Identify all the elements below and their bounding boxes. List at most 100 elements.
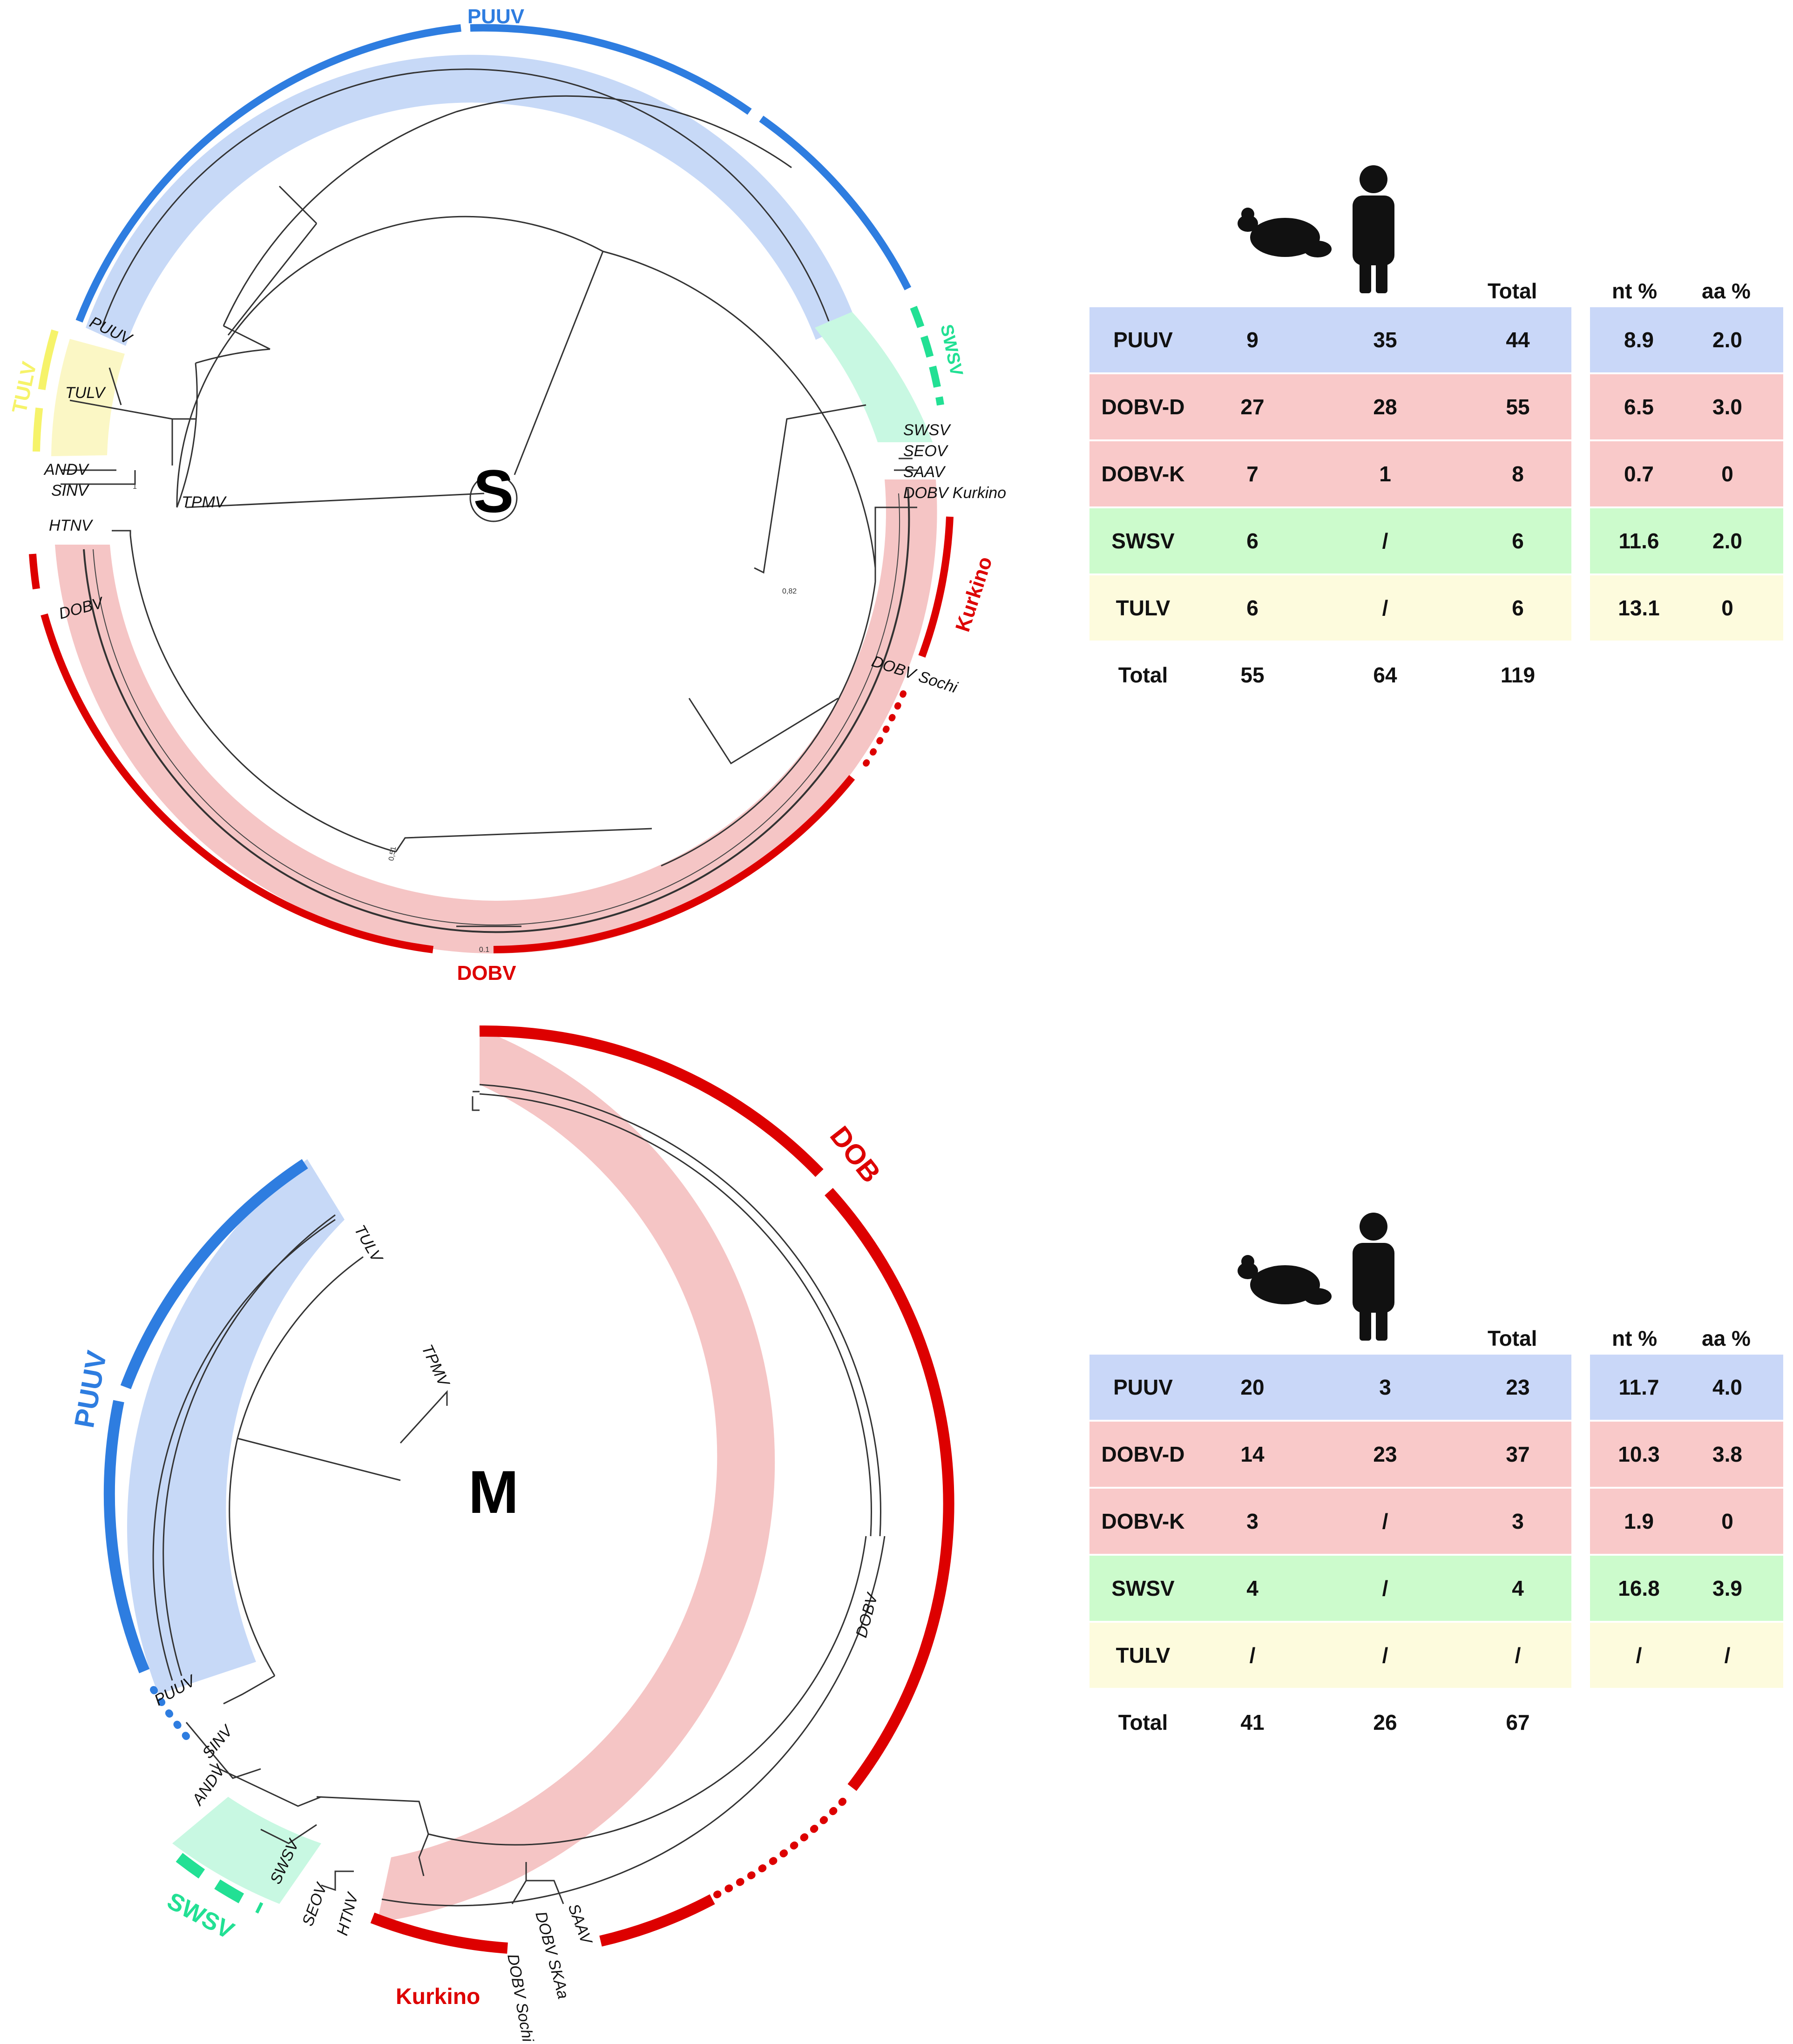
panel_s-cell-aa: 3.0: [1712, 395, 1742, 419]
panel_m-row-bg2-3: [1590, 1556, 1783, 1621]
m-table: Total nt % aa % PUUV 20 3 23 11.7 4.0 DOBV-D 14…: [1089, 1317, 1783, 1736]
panel_s-cell-total: 8: [1512, 462, 1524, 486]
panel_m-row-3: SWSV 4 / 4 16.8 3.9: [1089, 1556, 1783, 1621]
panel_m-cell-rodent: 41: [1240, 1710, 1265, 1734]
panel_s-cell-nt: 8.9: [1624, 328, 1654, 352]
m-taxon-dobv: DOBV: [853, 1590, 882, 1639]
panel_m-cell-human: 23: [1373, 1442, 1397, 1466]
panel_s-row-bg-0: [1089, 307, 1571, 372]
panel_m-row-bg-4: [1089, 1623, 1571, 1688]
s-taxon-saav: SAAV: [903, 463, 946, 481]
panel_s-cell-name: DOBV-D: [1101, 395, 1185, 419]
s-dobv-band: [55, 479, 937, 954]
s-segment-letter: S: [474, 457, 514, 525]
panel_s-row-bg2-2: [1590, 441, 1783, 506]
s-table: Total nt % aa % PUUV 9 35 44 8.9 2.0 DOBV-D 27 2…: [1089, 270, 1783, 689]
s-header-aa: aa %: [1702, 279, 1751, 303]
s-taxon-tpmv: TPMV: [182, 493, 227, 511]
s-dobv-leaves: [83, 488, 910, 933]
panel_m-row-bg-0: [1089, 1355, 1571, 1420]
panel_s-row-1: DOBV-D 27 28 55 6.5 3.0: [1089, 374, 1783, 439]
panel_s-cell-human: 64: [1373, 663, 1397, 687]
panel_m-cell-aa: /: [1724, 1643, 1731, 1667]
s-clade-label-tulv: TULV: [8, 359, 41, 415]
m-taxon-htnv: HTNV: [333, 1890, 362, 1937]
panel_m-cell-name: DOBV-K: [1101, 1509, 1185, 1533]
panel_m-cell-aa: 4.0: [1712, 1375, 1742, 1399]
s-taxon-seov: SEOV: [903, 442, 949, 460]
panel_m-cell-total: /: [1515, 1643, 1521, 1667]
s-segment-tree: S PUUV TULV ANDV SINV TPMV HTNV DOBV SWS…: [8, 5, 1006, 985]
s-tree-branches: [61, 95, 917, 927]
panel_m-cell-rodent: 20: [1240, 1375, 1265, 1399]
s-clade-label-puuv: PUUV: [467, 5, 525, 28]
m-taxon-tpmv: TPMV: [418, 1342, 453, 1390]
s-swsv-arc: [910, 306, 944, 406]
panel_s-row-5: Total 55 64 119: [1089, 642, 1783, 708]
m-puuv-leaves: [162, 1214, 336, 1676]
m-human-icon: [1353, 1213, 1394, 1341]
s-dobv-arc-3: [29, 553, 40, 590]
panel_m-row-bg-3: [1089, 1556, 1571, 1621]
m-header-nt: nt %: [1612, 1326, 1658, 1350]
panel_s-row-3: SWSV 6 / 6 11.6 2.0: [1089, 508, 1783, 573]
m-segment-tree: M TULV TPMV DOBV PUUV SINV ANDV SWSV SEO…: [68, 1025, 954, 2044]
panel_s-cell-human: 28: [1373, 395, 1397, 419]
s-taxon-dobv-kurkino: DOBV Kurkino: [903, 484, 1006, 502]
s-puuv-leaves: [101, 68, 830, 326]
s-puuv-arc-2: [470, 24, 752, 115]
panel_m-row-bg2-0: [1590, 1355, 1783, 1420]
panel_s-row-bg-1: [1089, 374, 1571, 439]
panel_m-cell-total: 23: [1506, 1375, 1530, 1399]
panel_m-cell-name: PUUV: [1113, 1375, 1173, 1399]
panel_s-cell-nt: 6.5: [1624, 395, 1654, 419]
panel_s-cell-human: /: [1382, 529, 1388, 553]
s-taxon-swsv: SWSV: [903, 421, 951, 439]
panel_s-row-bg2-1: [1590, 374, 1783, 439]
m-clade-label-kurkino: Kurkino: [396, 1984, 480, 2009]
s-node-label-3: 1: [133, 483, 137, 491]
panel_m-cell-nt: [1602, 1690, 1676, 1755]
panel_m-cell-total: 67: [1506, 1710, 1530, 1734]
panel_m-cell-rodent: 4: [1246, 1576, 1258, 1600]
panel_m-row-4: TULV / / / / /: [1089, 1623, 1783, 1688]
panel_s-cell-aa: 2.0: [1712, 328, 1742, 352]
panel_s-row-bg2-4: [1590, 575, 1783, 641]
s-taxon-andv: ANDV: [43, 461, 90, 479]
panel_s-cell-total: 44: [1506, 328, 1530, 352]
panel_s-cell-rodent: 9: [1246, 328, 1258, 352]
m-puuv-arc: [120, 1159, 308, 1390]
m-taxon-seov: SEOV: [299, 1880, 331, 1929]
panel_m-cell-name: DOBV-D: [1101, 1442, 1185, 1466]
panel_s-cell-rodent: 55: [1240, 663, 1265, 687]
s-human-icon: [1353, 165, 1394, 293]
s-dobv-leaves-2: [93, 493, 900, 926]
panel_m-cell-human: /: [1382, 1643, 1388, 1667]
panel_m-cell-aa: [1690, 1690, 1765, 1755]
panel_s-cell-aa: 0: [1721, 462, 1733, 486]
m-taxon-saav: SAAV: [564, 1902, 595, 1948]
m-swsv-arc: [176, 1853, 264, 1914]
m-tree-branches: [152, 1084, 881, 1904]
panel_s-row-bg-4: [1089, 575, 1571, 641]
panel_s-row-bg2-3: [1590, 508, 1783, 573]
panel_m-cell-total: 4: [1512, 1576, 1524, 1600]
m-rodent-icon: [1238, 1255, 1332, 1305]
s-swsv-band: [815, 312, 933, 442]
panel_m-row-2: DOBV-K 3 / 3 1.9 0: [1089, 1489, 1783, 1554]
panel_m-row-5: Total 41 26 67: [1089, 1690, 1783, 1755]
panel_s-cell-name: PUUV: [1113, 328, 1173, 352]
panel_s-cell-nt: [1602, 642, 1676, 708]
panel_s-row-2: DOBV-K 7 1 8 0.7 0: [1089, 441, 1783, 506]
panel_m-cell-human: /: [1382, 1576, 1388, 1600]
s-kurkino-dots: [863, 690, 907, 767]
panel_s-cell-aa: 0: [1721, 596, 1733, 620]
panel_m-cell-total: 37: [1506, 1442, 1530, 1466]
panel_m-cell-nt: /: [1636, 1643, 1642, 1667]
panel_m-cell-human: /: [1382, 1509, 1388, 1533]
m-puuv-dots: [150, 1686, 190, 1740]
m-segment-letter: M: [468, 1458, 519, 1526]
panel_s-cell-name: DOBV-K: [1101, 462, 1185, 486]
m-taxon-dobv-skaa: DOBV SKAa: [532, 1909, 572, 2001]
